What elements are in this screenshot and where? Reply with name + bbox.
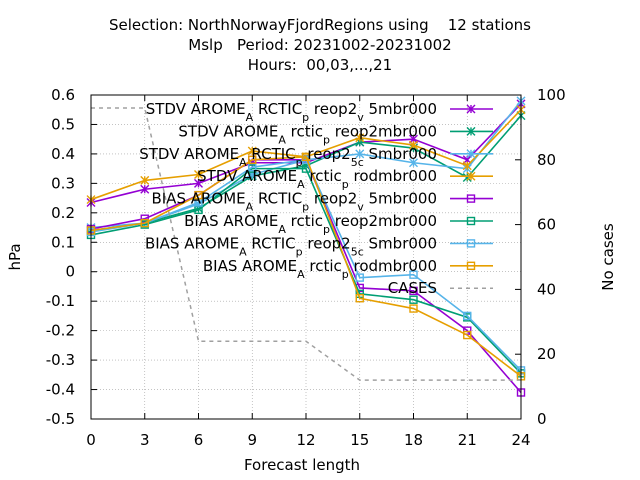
y-tick-label: 0 <box>65 263 75 281</box>
data-point <box>140 175 150 185</box>
data-point <box>355 133 365 143</box>
data-point <box>248 155 257 165</box>
chart-title-line-3: Hours: 00,03,...,21 <box>247 56 393 74</box>
data-point <box>194 178 203 188</box>
legend-marker <box>466 194 476 203</box>
y-axis-label: hPa <box>6 243 24 270</box>
legend-label: BIAS AROMEA RCTICp reop2v 5mbr000 <box>151 190 437 214</box>
data-point <box>194 170 203 180</box>
x-tick-label: 3 <box>140 431 150 449</box>
data-point <box>409 140 418 150</box>
data-point <box>140 218 149 228</box>
y-tick-label: 0.5 <box>51 115 75 133</box>
legend-marker <box>466 171 476 181</box>
y2-tick-label: 0 <box>537 410 547 428</box>
data-point <box>409 304 418 313</box>
legend-marker <box>466 239 476 248</box>
y2-tick-label: 80 <box>537 151 556 169</box>
chart-title-line-2: Mslp Period: 20231002-20231002 <box>188 36 452 54</box>
y-tick-label: -0.5 <box>46 410 75 428</box>
y-tick-label: 0.2 <box>51 204 75 222</box>
legend-marker <box>466 126 476 136</box>
data-point <box>247 146 257 156</box>
data-point <box>355 273 364 282</box>
series-layer <box>86 96 526 397</box>
series-line <box>90 156 522 377</box>
y-tick-label: 0.4 <box>51 145 75 163</box>
legend-label: BIAS AROMEA RCTICp reop25c Smbr000 <box>145 234 437 258</box>
chart-title-line-1: Selection: NorthNorwayFjordRegions using… <box>108 16 531 34</box>
y2-tick-label: 60 <box>537 216 556 234</box>
data-point <box>301 152 311 162</box>
legend-marker <box>466 261 476 270</box>
data-point <box>355 294 364 303</box>
y-tick-label: 0.3 <box>51 174 75 192</box>
data-point <box>463 326 472 335</box>
axis-ticks: 0 3 6 9 12 15 18 21 24 -0.5 -0.4 -0.3 -0.2 -0.1 0 0.1 0.… <box>46 86 566 449</box>
legend-label: STDV AROMEA RCTICp reop2v 5mbr000 <box>146 100 437 124</box>
data-point <box>409 286 418 296</box>
series-7 <box>86 152 526 381</box>
y2-tick-label: 20 <box>537 345 556 363</box>
x-tick-label: 9 <box>247 431 257 449</box>
y-tick-label: -0.1 <box>46 292 75 310</box>
y-tick-label: -0.4 <box>46 381 75 399</box>
x-tick-label: 0 <box>86 431 96 449</box>
data-point <box>463 311 472 321</box>
legend-label: STDV AROMEA rcticp rodmbr000 <box>197 167 437 191</box>
y-tick-label: 0.1 <box>51 233 75 251</box>
y-tick-label: 0.6 <box>51 86 75 104</box>
legend-label: CASES <box>388 279 437 297</box>
x-axis-label: Forecast length <box>244 456 360 474</box>
data-point <box>140 214 149 223</box>
y-tick-label: -0.3 <box>46 351 75 369</box>
y-tick-label: -0.2 <box>46 322 75 340</box>
data-point <box>462 161 472 171</box>
legend-label: BIAS AROMEA rcticp reop2mbr000 <box>184 212 437 236</box>
x-tick-label: 15 <box>350 431 369 449</box>
data-point <box>409 295 418 304</box>
y2-tick-label: 100 <box>537 86 566 104</box>
y2-axis-label: No cases <box>599 223 617 291</box>
x-tick-label: 21 <box>458 431 477 449</box>
legend-marker <box>466 104 476 114</box>
data-point <box>463 330 472 340</box>
legend-label: BIAS AROMEA rcticp rodmbr000 <box>203 257 437 281</box>
x-tick-label: 24 <box>511 431 530 449</box>
x-tick-label: 6 <box>194 431 204 449</box>
series-line <box>90 167 522 374</box>
data-point <box>409 158 418 168</box>
legend-marker <box>466 216 476 226</box>
x-tick-label: 12 <box>296 431 315 449</box>
data-point <box>194 190 203 200</box>
data-point <box>140 184 150 194</box>
data-point <box>409 270 418 279</box>
series-line <box>91 107 521 381</box>
series-8 <box>91 107 521 381</box>
data-point <box>355 149 365 159</box>
y2-tick-label: 40 <box>537 280 556 298</box>
legend-label: STDV AROMEA rcticp reop2mbr000 <box>178 122 437 146</box>
legend-marker <box>466 149 476 159</box>
x-tick-label: 18 <box>404 431 423 449</box>
